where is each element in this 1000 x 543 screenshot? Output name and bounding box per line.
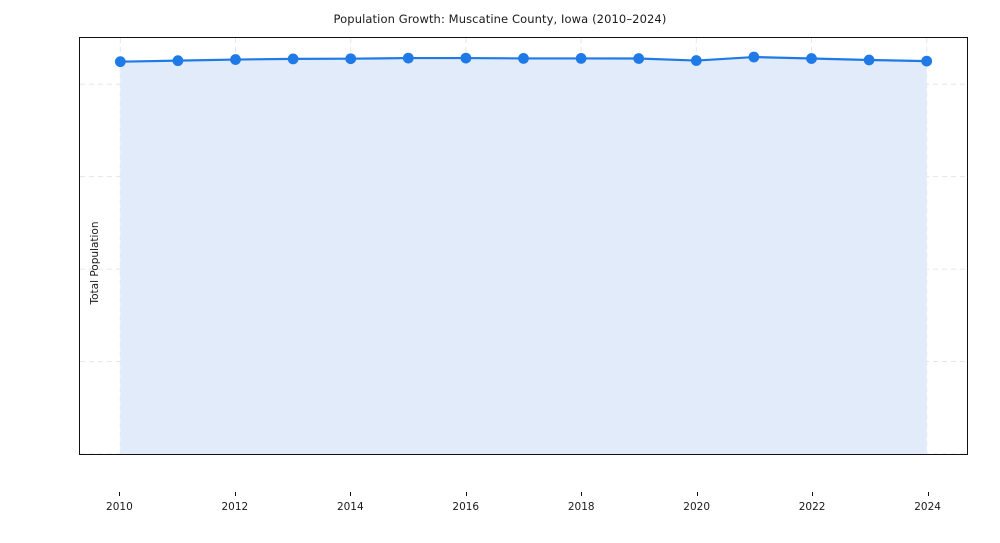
x-tick-mark	[119, 492, 121, 496]
x-tick-mark	[350, 492, 352, 496]
chart-figure: Population Growth: Muscatine County, Iow…	[79, 12, 968, 513]
x-tick-mark	[696, 492, 698, 496]
x-tick-mark	[465, 492, 467, 496]
x-tick-mark	[234, 492, 236, 496]
data-point	[345, 53, 357, 65]
x-tick-label: 2010	[106, 501, 133, 513]
data-point	[806, 53, 817, 64]
data-point	[230, 54, 241, 65]
data-point	[633, 53, 645, 64]
x-tick-label: 2022	[798, 501, 826, 513]
x-tick-mark	[927, 492, 929, 496]
data-point	[287, 53, 299, 65]
data-point	[460, 52, 472, 64]
data-point	[172, 55, 184, 67]
data-point	[863, 54, 875, 66]
data-point	[921, 55, 933, 67]
data-point	[114, 56, 126, 68]
y-axis-label: Total Population	[89, 221, 101, 305]
x-tick-mark	[812, 492, 814, 496]
x-tick-label: 2024	[914, 501, 941, 513]
data-point	[690, 55, 702, 66]
data-point	[748, 51, 760, 63]
x-tick-label: 2016	[452, 501, 480, 513]
chart-canvas	[80, 38, 967, 454]
data-point	[575, 53, 587, 64]
area-fill	[120, 57, 927, 454]
x-tick-label: 2012	[221, 501, 249, 513]
x-tick-label: 2014	[336, 501, 364, 513]
data-point-markers	[114, 51, 933, 68]
axis-decorations: Total Population 010,00020,00030,00040,0…	[79, 37, 968, 513]
x-tick-label: 2018	[567, 501, 595, 513]
x-tick-label: 2020	[683, 501, 711, 513]
x-tick-mark	[581, 492, 583, 496]
chart-title: Population Growth: Muscatine County, Iow…	[333, 12, 667, 26]
data-point	[402, 52, 414, 64]
data-point	[518, 53, 529, 64]
plot-area	[79, 37, 968, 455]
